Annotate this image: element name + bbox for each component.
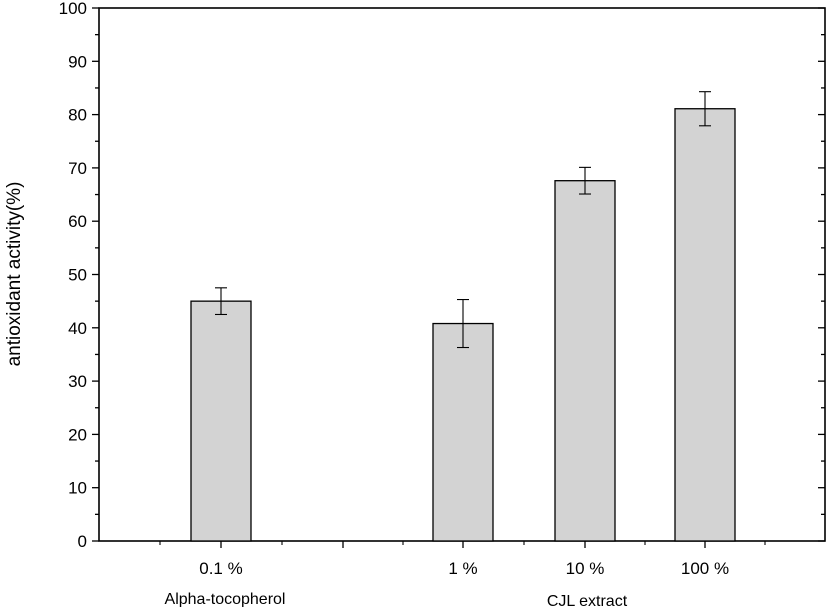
x-tick-label: 100 % [681, 559, 729, 578]
y-tick-label: 40 [68, 319, 87, 338]
error-bar-2 [579, 166, 591, 195]
bar-0-1 [190, 300, 252, 542]
error-bars-layer [215, 91, 711, 349]
group-label-cjl-extract: CJL extract [547, 593, 628, 607]
x-ticks-layer: 0.1 % 1 % 10 % 100 % [159, 541, 766, 578]
x-tick-label: 10 % [566, 559, 605, 578]
bar-10 [554, 180, 616, 542]
y-tick-label: 0 [78, 532, 87, 551]
error-bar-1 [457, 299, 469, 349]
y-tick-label: 100 [59, 0, 87, 18]
y-tick-label: 70 [68, 159, 87, 178]
error-bar-0 [215, 287, 227, 316]
y-tick-label: 10 [68, 479, 87, 498]
y-tick-label: 50 [68, 266, 87, 285]
y-ticks-layer: 0 10 20 30 40 50 60 70 80 90 100 [59, 0, 825, 551]
bar-100 [674, 108, 736, 542]
group-label-alpha-tocopherol: Alpha-tocopherol [165, 591, 286, 607]
y-tick-label: 30 [68, 372, 87, 391]
x-tick-label: 1 % [448, 559, 477, 578]
y-axis-title: antioxidant activity(%) [4, 182, 25, 367]
bar-1 [432, 322, 494, 542]
y-tick-label: 60 [68, 212, 87, 231]
error-bar-3 [699, 91, 711, 127]
y-tick-label: 20 [68, 425, 87, 444]
y-tick-label: 90 [68, 52, 87, 71]
x-tick-label: 0.1 % [199, 559, 242, 578]
y-tick-label: 80 [68, 106, 87, 125]
